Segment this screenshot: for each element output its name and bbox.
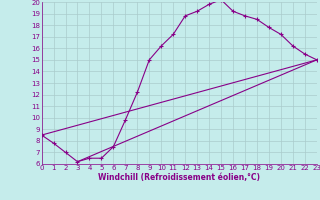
X-axis label: Windchill (Refroidissement éolien,°C): Windchill (Refroidissement éolien,°C) [98,173,260,182]
